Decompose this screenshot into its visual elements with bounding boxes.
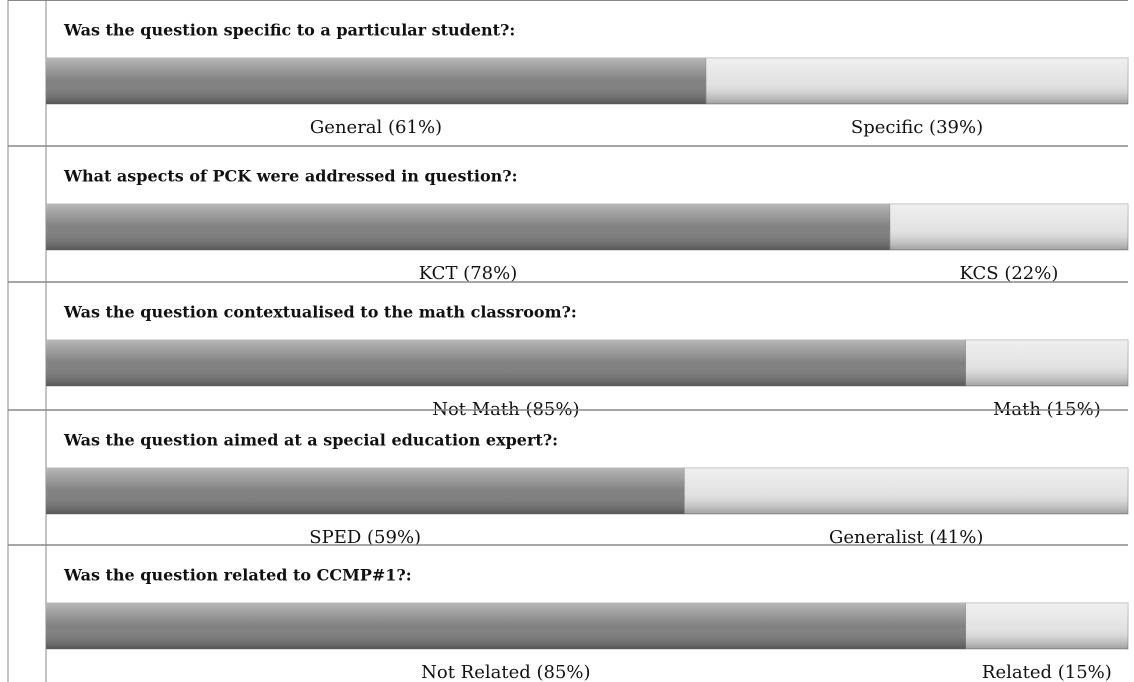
- segment-label: Generalist (41%): [829, 527, 983, 548]
- bar-shading: [706, 58, 1128, 104]
- segment-label: Specific (39%): [851, 117, 983, 138]
- segment-label: KCS (22%): [960, 263, 1059, 284]
- segment-label: Not Related (85%): [421, 662, 590, 682]
- bar-shading: [46, 603, 966, 649]
- bar-shading: [889, 204, 1128, 250]
- question-title: Was the question aimed at a special educ…: [63, 431, 558, 450]
- bar-shading: [965, 340, 1128, 386]
- bar-shading: [46, 468, 685, 514]
- segment-label: SPED (59%): [309, 527, 421, 548]
- bar-shading: [684, 468, 1128, 514]
- bar-shading: [965, 603, 1128, 649]
- bar-shading: [46, 340, 966, 386]
- bar-shading: [46, 58, 707, 104]
- segment-label: KCT (78%): [419, 263, 518, 284]
- segment-label: General (61%): [310, 117, 442, 138]
- bar-shading: [46, 204, 890, 250]
- question-title: Was the question related to CCMP#1?:: [63, 566, 412, 585]
- segment-label: Related (15%): [982, 662, 1112, 682]
- question-title: What aspects of PCK were addressed in qu…: [63, 167, 518, 186]
- question-title: Was the question specific to a particula…: [63, 21, 515, 40]
- question-title: Was the question contextualised to the m…: [63, 303, 577, 322]
